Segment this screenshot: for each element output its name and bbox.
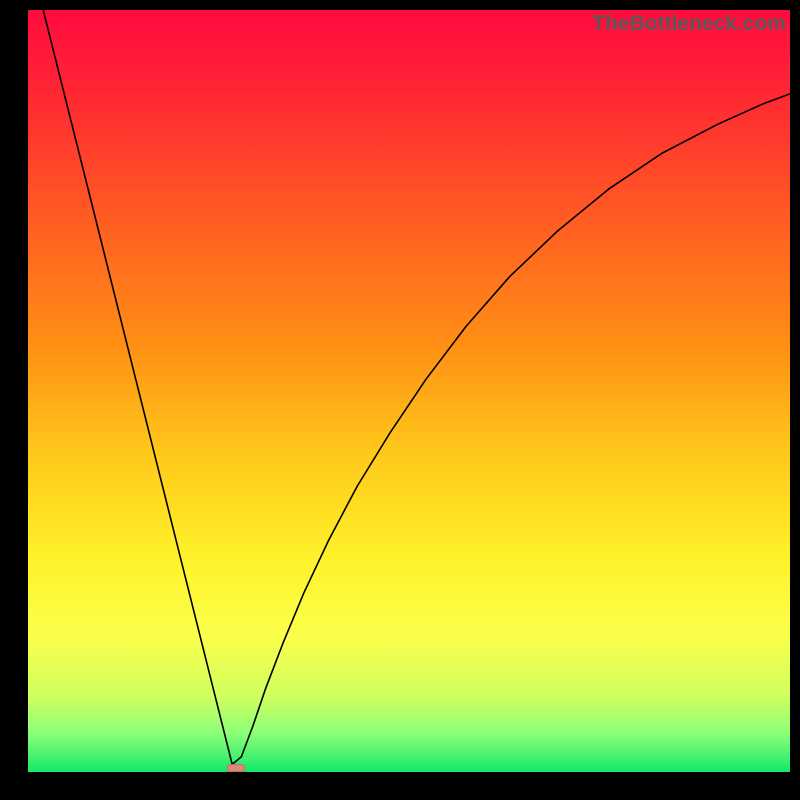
bottleneck-curve xyxy=(28,10,790,772)
plot-area xyxy=(28,10,790,772)
watermark-text: TheBottleneck.com xyxy=(592,12,786,36)
min-marker xyxy=(227,764,245,772)
